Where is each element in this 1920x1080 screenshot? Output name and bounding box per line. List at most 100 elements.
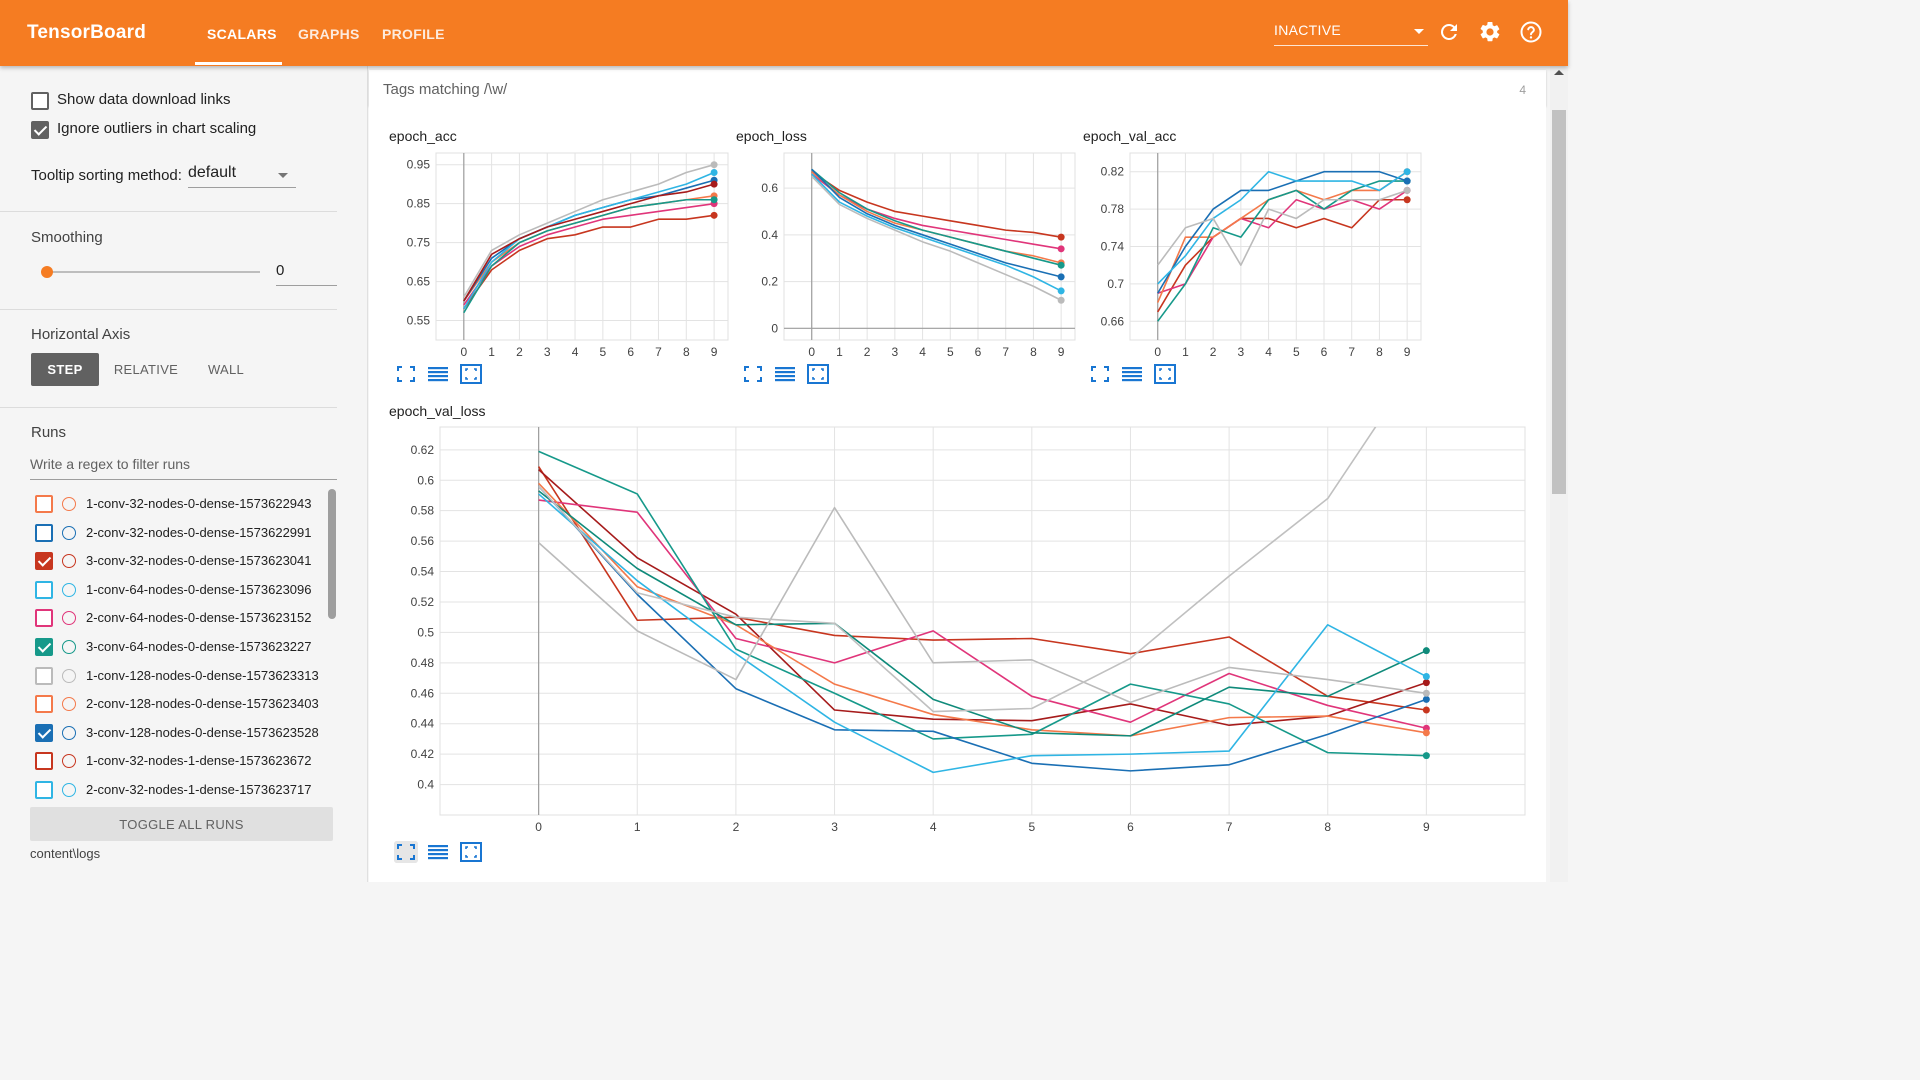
toggle-all-runs-button[interactable]: TOGGLE ALL RUNS [30, 807, 333, 841]
run-row[interactable]: 1-conv-32-nodes-0-dense-1573622943 [30, 490, 330, 518]
tag-filter-text: Tags matching /\w/ [383, 81, 508, 98]
data-list-icon[interactable] [1120, 363, 1144, 385]
series-line [463, 214, 715, 310]
tab-scalars[interactable]: SCALARS [207, 26, 277, 42]
tooltip-sorting-select[interactable]: default [188, 164, 296, 188]
series-endpoint [1422, 679, 1430, 687]
x-tick-label: 5 [947, 345, 954, 359]
scroll-up-icon[interactable] [1554, 70, 1564, 75]
tab-profile[interactable]: PROFILE [382, 26, 445, 42]
ignore-outliers-checkbox[interactable] [31, 121, 49, 139]
grid [439, 426, 1526, 816]
smoothing-slider-track[interactable] [46, 271, 260, 273]
run-checkbox[interactable] [35, 752, 53, 771]
chart-title-epoch-loss: epoch_loss [736, 128, 807, 144]
run-radio[interactable] [62, 554, 76, 569]
run-checkbox[interactable] [35, 666, 53, 685]
run-checkbox[interactable] [35, 781, 53, 799]
y-tick-label: 0.52 [411, 595, 435, 609]
run-radio[interactable] [62, 582, 76, 597]
page-scrollbar-thumb[interactable] [1552, 110, 1566, 494]
expand-icon[interactable] [741, 363, 765, 385]
run-name: 2-conv-128-nodes-0-dense-1573623403 [86, 696, 319, 712]
fit-domain-icon[interactable] [1153, 363, 1177, 385]
run-checkbox[interactable] [35, 638, 53, 656]
data-list-icon[interactable] [426, 363, 450, 385]
run-row[interactable]: 3-conv-128-nodes-0-dense-1573623528 [30, 719, 330, 747]
x-tick-label: 0 [1154, 345, 1161, 359]
show-download-links-checkbox[interactable] [31, 92, 49, 110]
tag-filter-bar[interactable]: Tags matching /\w/ 4 [369, 70, 1546, 106]
run-radio[interactable] [62, 725, 76, 740]
chart-epoch-loss[interactable]: 0 1 2 3 4 5 6 7 8 9 0 0.2 0.4 0.6 [745, 150, 1076, 359]
run-radio[interactable] [62, 525, 76, 540]
dashboard-select[interactable]: INACTIVE [1274, 22, 1428, 46]
axis-relative-button[interactable]: RELATIVE [113, 362, 179, 377]
x-tick-label: 7 [1348, 345, 1355, 359]
run-checkbox[interactable] [35, 723, 53, 742]
run-row[interactable]: 3-conv-64-nodes-0-dense-1573623227 [30, 633, 330, 661]
series-line [538, 427, 1377, 713]
run-row[interactable]: 1-conv-64-nodes-0-dense-1573623096 [30, 576, 330, 604]
series-group [537, 427, 1427, 774]
run-radio[interactable] [62, 611, 76, 626]
chart-epoch-val-loss[interactable]: 0 1 2 3 4 5 6 7 8 9 0.4 0.42 0.44 0.46 0.48 0.5 0.52 0.54… [398, 425, 1528, 840]
run-checkbox[interactable] [35, 495, 53, 513]
x-tick-label: 6 [1127, 820, 1134, 834]
y-tick-label: 0.78 [1101, 202, 1125, 216]
fit-domain-icon[interactable] [459, 841, 483, 863]
tab-graphs[interactable]: GRAPHS [298, 26, 360, 42]
expand-icon[interactable] [394, 363, 418, 385]
runs-scrollbar[interactable] [328, 489, 336, 619]
run-row[interactable]: 1-conv-128-nodes-0-dense-1573623313 [30, 662, 330, 690]
data-list-icon[interactable] [426, 841, 450, 863]
fit-domain-icon[interactable] [459, 363, 483, 385]
run-row[interactable]: 2-conv-32-nodes-0-dense-1573622991 [30, 519, 330, 547]
y-tick-label: 0.56 [411, 534, 435, 548]
chart-epoch-acc[interactable]: 0 1 2 3 4 5 6 7 8 9 0.55 0.65 0.75 0.85 0.95 [398, 150, 729, 359]
help-icon[interactable] [1519, 20, 1543, 44]
expand-icon[interactable] [1088, 363, 1112, 385]
run-row[interactable]: 2-conv-32-nodes-1-dense-1573623717 [30, 776, 330, 804]
expand-icon[interactable] [394, 841, 418, 863]
chart-epoch-val-acc[interactable]: 0 1 2 3 4 5 6 7 8 9 0.66 0.7 0.74 0.78 0.82 [1092, 150, 1422, 359]
run-row[interactable]: 2-conv-64-nodes-0-dense-1573623152 [30, 604, 330, 632]
run-row[interactable]: 1-conv-32-nodes-1-dense-1573623672 [30, 747, 330, 775]
axis-wall-button[interactable]: WALL [207, 362, 245, 377]
run-radio[interactable] [62, 640, 76, 654]
series-line [537, 466, 1427, 711]
run-checkbox[interactable] [35, 609, 53, 628]
data-list-icon[interactable] [773, 363, 797, 385]
axis-step-button[interactable]: STEP [31, 353, 99, 386]
run-radio[interactable] [62, 783, 76, 797]
run-radio[interactable] [62, 697, 76, 712]
run-radio[interactable] [62, 668, 76, 683]
run-checkbox[interactable] [35, 523, 53, 542]
run-row[interactable]: 2-conv-128-nodes-0-dense-1573623403 [30, 690, 330, 718]
refresh-icon[interactable] [1437, 20, 1461, 44]
run-checkbox[interactable] [35, 695, 53, 714]
x-tick-label: 7 [655, 345, 662, 359]
run-row[interactable]: 3-conv-32-nodes-0-dense-1573623041 [30, 547, 330, 575]
series-endpoint [710, 161, 718, 169]
run-radio[interactable] [62, 754, 76, 769]
smoothing-slider-thumb[interactable] [41, 266, 53, 278]
dropdown-arrow-icon [1414, 29, 1424, 34]
x-tick-label: 2 [516, 345, 523, 359]
run-radio[interactable] [62, 497, 76, 511]
x-tick-label: 4 [572, 345, 579, 359]
runs-filter-input[interactable]: Write a regex to filter runs [30, 456, 337, 480]
x-tick-label: 8 [1030, 345, 1037, 359]
smoothing-input[interactable]: 0 [276, 262, 337, 286]
series-line [811, 171, 1062, 264]
series-endpoint [710, 211, 718, 219]
run-checkbox[interactable] [35, 552, 53, 571]
series-line [538, 499, 1427, 730]
run-name: 3-conv-128-nodes-0-dense-1573623528 [86, 724, 319, 740]
fit-domain-icon[interactable] [806, 363, 830, 385]
run-checkbox[interactable] [35, 580, 53, 599]
x-tick-label: 1 [836, 345, 843, 359]
chart-title-epoch-val-loss: epoch_val_loss [389, 403, 486, 419]
series-endpoint [1403, 177, 1411, 185]
gear-icon[interactable] [1478, 20, 1502, 44]
